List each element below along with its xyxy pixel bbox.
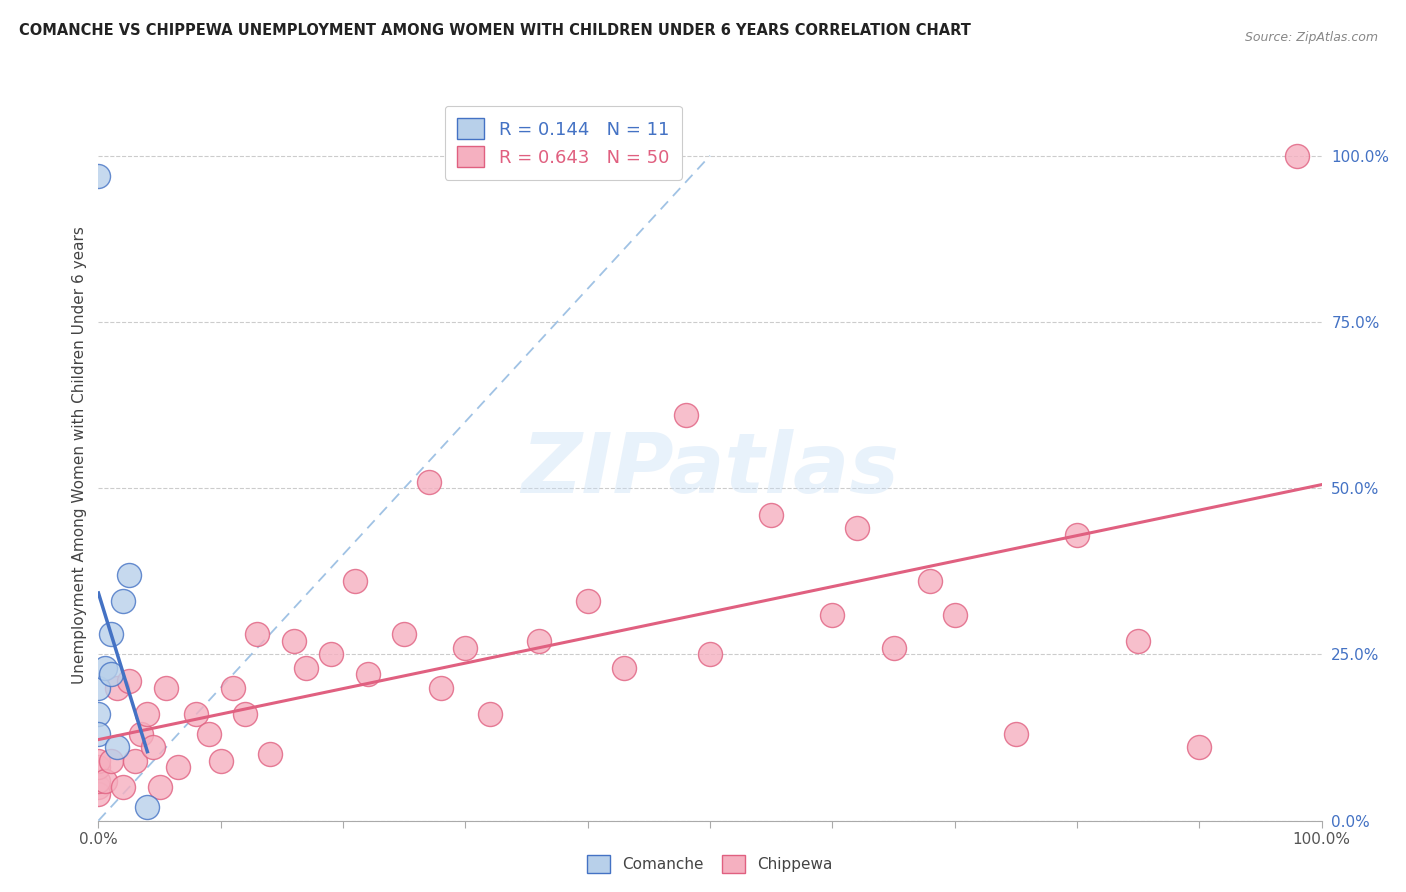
Point bbox=[100, 754, 122, 768]
Point bbox=[111, 780, 134, 795]
Y-axis label: Unemployment Among Women with Children Under 6 years: Unemployment Among Women with Children U… bbox=[72, 226, 87, 684]
Point bbox=[1286, 149, 1309, 163]
Point bbox=[576, 594, 599, 608]
Point bbox=[105, 740, 128, 755]
Point bbox=[87, 707, 110, 722]
Point bbox=[129, 727, 152, 741]
Point bbox=[1066, 527, 1088, 541]
Point bbox=[392, 627, 416, 641]
Point bbox=[142, 740, 165, 755]
Point bbox=[87, 727, 110, 741]
Point bbox=[430, 681, 453, 695]
Point bbox=[197, 727, 219, 741]
Point bbox=[319, 648, 342, 662]
Point bbox=[344, 574, 367, 589]
Point bbox=[454, 640, 477, 655]
Point bbox=[87, 169, 110, 183]
Point bbox=[87, 760, 110, 774]
Point bbox=[418, 475, 440, 489]
Point bbox=[136, 800, 159, 814]
Text: COMANCHE VS CHIPPEWA UNEMPLOYMENT AMONG WOMEN WITH CHILDREN UNDER 6 YEARS CORREL: COMANCHE VS CHIPPEWA UNEMPLOYMENT AMONG … bbox=[18, 23, 970, 38]
Point bbox=[699, 648, 721, 662]
Point bbox=[233, 707, 256, 722]
Point bbox=[87, 780, 110, 795]
Point bbox=[1128, 634, 1150, 648]
Text: Source: ZipAtlas.com: Source: ZipAtlas.com bbox=[1244, 31, 1378, 45]
Point bbox=[93, 661, 115, 675]
Point bbox=[246, 627, 269, 641]
Point bbox=[100, 627, 122, 641]
Point bbox=[920, 574, 942, 589]
Text: ZIPatlas: ZIPatlas bbox=[522, 429, 898, 510]
Point bbox=[87, 681, 110, 695]
Point bbox=[149, 780, 172, 795]
Point bbox=[613, 661, 636, 675]
Point bbox=[259, 747, 281, 761]
Point bbox=[87, 787, 110, 801]
Point bbox=[283, 634, 305, 648]
Point bbox=[1188, 740, 1211, 755]
Point bbox=[356, 667, 378, 681]
Point bbox=[105, 681, 128, 695]
Point bbox=[821, 607, 844, 622]
Point bbox=[675, 408, 697, 422]
Point bbox=[167, 760, 190, 774]
Point bbox=[295, 661, 318, 675]
Point bbox=[478, 707, 501, 722]
Legend: Comanche, Chippewa: Comanche, Chippewa bbox=[581, 849, 839, 879]
Point bbox=[943, 607, 966, 622]
Point bbox=[124, 754, 146, 768]
Point bbox=[527, 634, 550, 648]
Point bbox=[845, 521, 868, 535]
Point bbox=[87, 754, 110, 768]
Point bbox=[209, 754, 232, 768]
Point bbox=[186, 707, 208, 722]
Point bbox=[155, 681, 177, 695]
Point bbox=[222, 681, 245, 695]
Point bbox=[93, 773, 115, 788]
Point bbox=[111, 594, 134, 608]
Point bbox=[118, 673, 141, 688]
Point bbox=[883, 640, 905, 655]
Point bbox=[1004, 727, 1026, 741]
Point bbox=[87, 773, 110, 788]
Point bbox=[761, 508, 783, 522]
Point bbox=[136, 707, 159, 722]
Point bbox=[118, 567, 141, 582]
Point bbox=[100, 667, 122, 681]
